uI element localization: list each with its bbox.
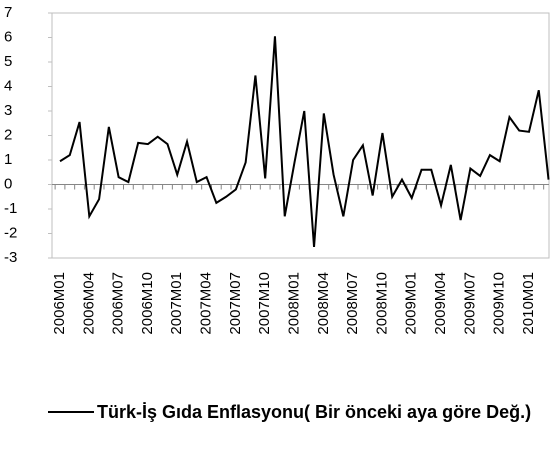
x-tick-label: 2008M04 <box>315 272 332 335</box>
y-tick-label: 7 <box>4 4 12 21</box>
x-tick-label: 2006M10 <box>139 272 156 335</box>
x-tick-label: 2007M01 <box>168 272 185 335</box>
legend-label: Türk-İş Gıda Enflasyonu( Bir önceki aya … <box>97 402 532 422</box>
y-tick-label: 3 <box>4 102 12 119</box>
x-tick-label: 2009M07 <box>461 272 478 335</box>
y-tick-label: 0 <box>4 175 12 192</box>
x-tick-label: 2010M01 <box>520 272 537 335</box>
x-tick-label: 2008M01 <box>285 272 302 335</box>
x-tick-label: 2007M07 <box>227 272 244 335</box>
x-tick-label: 2008M07 <box>344 272 361 335</box>
x-tick-label: 2006M07 <box>110 272 127 335</box>
y-tick-label: 1 <box>4 151 12 168</box>
x-tick-label: 2008M10 <box>373 272 390 335</box>
y-tick-label: 2 <box>4 126 12 143</box>
x-tick-label: 2009M04 <box>432 272 449 335</box>
y-tick-label: -3 <box>4 249 17 266</box>
x-tick-label: 2007M10 <box>256 272 273 335</box>
x-tick-label: 2009M01 <box>403 272 420 335</box>
x-tick-label: 2009M10 <box>491 272 508 335</box>
series-line <box>59 36 550 248</box>
y-tick-label: -1 <box>4 200 17 217</box>
y-tick-label: 4 <box>4 77 12 94</box>
y-tick-label: -2 <box>4 224 17 241</box>
y-tick-label: 5 <box>4 53 12 70</box>
x-tick-label: 2007M04 <box>198 272 215 335</box>
y-tick-label: 6 <box>4 28 12 45</box>
x-tick-label: 2006M04 <box>80 272 97 335</box>
x-tick-label: 2006M01 <box>51 272 68 335</box>
